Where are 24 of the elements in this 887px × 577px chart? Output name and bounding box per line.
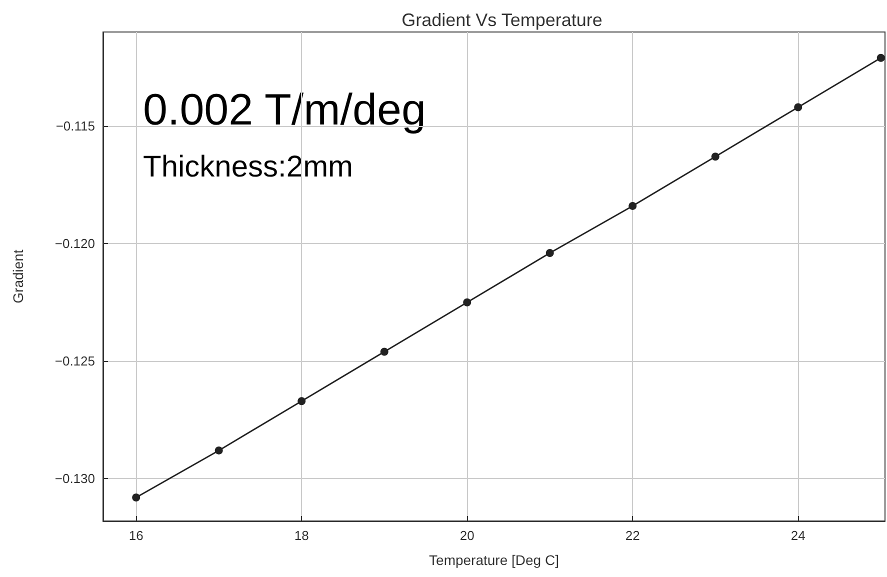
point: [711, 152, 720, 161]
y-axis-title: Gradient: [10, 250, 26, 304]
point: [214, 446, 223, 454]
point: [794, 103, 802, 112]
point: [463, 298, 472, 306]
point: [298, 397, 306, 406]
x-tick-label: 18: [294, 528, 309, 543]
point: [380, 348, 388, 356]
x-tick-label: 24: [790, 528, 806, 543]
y-tick-label: −0.120: [54, 236, 95, 252]
y-tick-label: −0.125: [54, 354, 95, 369]
x-axis-title: Temperature [Deg C]: [429, 552, 559, 568]
x-tick-label: 22: [625, 528, 640, 543]
y-tick-label: −0.115: [56, 118, 95, 134]
annotation: Thickness:2mm: [143, 150, 354, 184]
point: [546, 248, 554, 257]
point: [876, 54, 885, 62]
x-tick-label: 16: [128, 528, 144, 543]
point: [628, 202, 637, 210]
annotation: 0.002 T/m/deg: [143, 86, 426, 134]
chart-title: Gradient Vs Temperature: [402, 10, 602, 30]
y-tick-label: −0.130: [54, 471, 95, 486]
x-tick-label: 20: [460, 528, 474, 543]
point: [132, 493, 140, 502]
